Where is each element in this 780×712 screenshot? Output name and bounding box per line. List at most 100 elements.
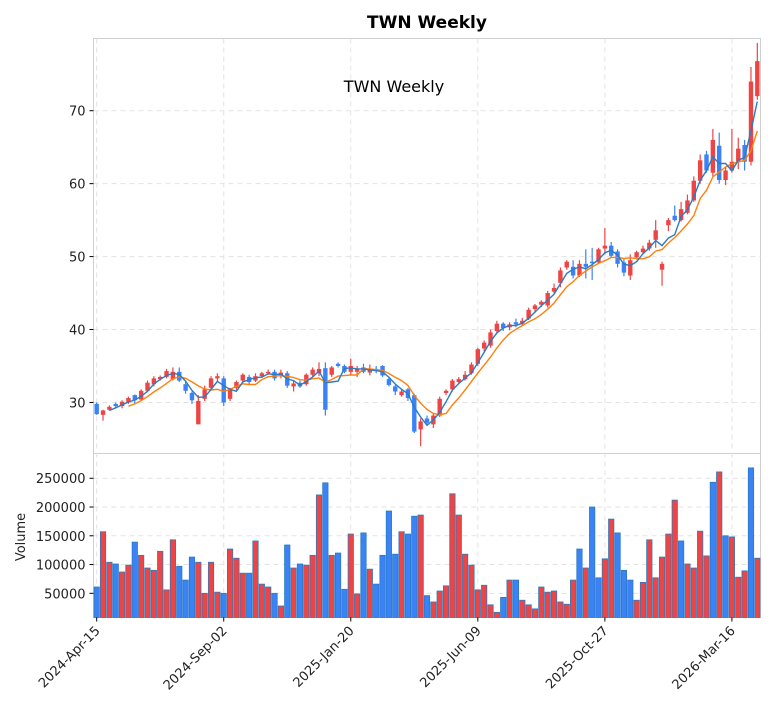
candle-body	[119, 401, 125, 407]
volume-bar	[481, 584, 488, 618]
candle-body	[678, 209, 684, 221]
volume-bar	[290, 567, 297, 618]
candle	[310, 367, 315, 377]
volume-bar	[201, 592, 208, 618]
candle	[621, 258, 627, 277]
candle-body	[481, 342, 487, 349]
candle-body	[386, 379, 392, 385]
volume-bar	[404, 533, 412, 618]
candle-body	[647, 242, 652, 249]
volume-bar	[754, 557, 761, 618]
volume-bar	[303, 564, 310, 618]
candle	[602, 228, 608, 255]
candle-body	[170, 371, 176, 380]
chart-title: TWN Weekly	[367, 13, 487, 33]
candle-body	[335, 363, 341, 366]
candle	[723, 166, 728, 186]
candle	[647, 239, 652, 251]
volume-bar	[284, 544, 291, 618]
candle-body	[291, 383, 296, 387]
candle-body	[685, 200, 690, 213]
volume-bar	[506, 579, 513, 618]
price-tick-label: 60	[69, 178, 86, 193]
volume-bar	[614, 532, 621, 618]
candle	[100, 409, 106, 421]
candle-body	[412, 395, 417, 432]
volume-bar	[735, 576, 742, 618]
candle-body	[132, 395, 137, 401]
candle-body	[558, 270, 563, 283]
candle	[729, 128, 735, 173]
volume-bar	[417, 514, 424, 618]
candle	[323, 362, 328, 416]
candle-body	[304, 374, 309, 385]
volume-bar	[658, 556, 666, 618]
candle-body	[640, 248, 646, 253]
volume-bar	[265, 586, 272, 618]
volume-bar	[93, 586, 100, 618]
volume-bar	[188, 556, 196, 618]
candle	[208, 376, 214, 390]
candle-body	[564, 261, 569, 268]
candle-body	[704, 154, 709, 171]
candle	[164, 368, 169, 379]
volume-bar	[322, 482, 329, 618]
candle-body	[151, 378, 157, 385]
candle-body	[138, 390, 144, 400]
volume-bar	[690, 567, 697, 618]
candle	[653, 220, 658, 248]
volume-bar	[182, 579, 189, 618]
candle-body	[164, 371, 169, 377]
volume-bar	[309, 554, 316, 618]
x-tick-label: 2026-Mar-16	[670, 624, 739, 693]
volume-bar	[570, 579, 577, 618]
volume-bar	[398, 531, 405, 618]
candle-body	[621, 262, 627, 273]
volume-bar	[620, 569, 628, 618]
candle	[672, 205, 677, 222]
candle	[335, 362, 341, 368]
candle-body	[469, 364, 474, 374]
candle	[481, 340, 487, 352]
candle	[488, 329, 493, 348]
volume-bar	[392, 553, 399, 618]
volume-bar	[519, 599, 526, 618]
candle	[583, 249, 589, 279]
volume-bar	[665, 533, 672, 618]
volume-bar	[741, 570, 748, 618]
candle	[234, 380, 239, 391]
volume-bar	[150, 569, 157, 618]
candle	[628, 254, 633, 280]
volume-tick-label: 150000	[36, 530, 86, 545]
moving-averages	[109, 101, 758, 427]
candle-body	[456, 379, 461, 383]
candle-body	[450, 380, 455, 390]
candle-body	[602, 245, 608, 249]
candle	[329, 365, 334, 377]
x-tick-label: 2024-Sep-02	[161, 624, 231, 694]
volume-bar	[328, 554, 335, 618]
volume-bar	[112, 563, 119, 618]
volume-bar	[608, 518, 615, 618]
candle-body	[475, 349, 481, 364]
candle	[412, 393, 417, 434]
candle-body	[253, 376, 258, 381]
volume-bar	[671, 499, 678, 618]
volume-bar	[239, 572, 246, 618]
volume-bar	[589, 506, 596, 618]
price-tick-label: 50	[69, 251, 86, 266]
volume-bar	[697, 530, 704, 618]
volume-bar	[176, 565, 183, 618]
volume-bar	[678, 540, 685, 618]
candle	[291, 380, 296, 392]
price-tick-label: 30	[69, 396, 86, 411]
candle-body	[367, 368, 373, 373]
volume-bar	[487, 604, 494, 618]
volume-bar	[99, 531, 107, 618]
volume-bar	[233, 557, 240, 618]
volume-tick-label: 250000	[36, 472, 86, 487]
candle-body	[196, 400, 201, 425]
candle	[399, 389, 404, 397]
candle	[424, 415, 430, 426]
volume-bar	[106, 561, 113, 618]
